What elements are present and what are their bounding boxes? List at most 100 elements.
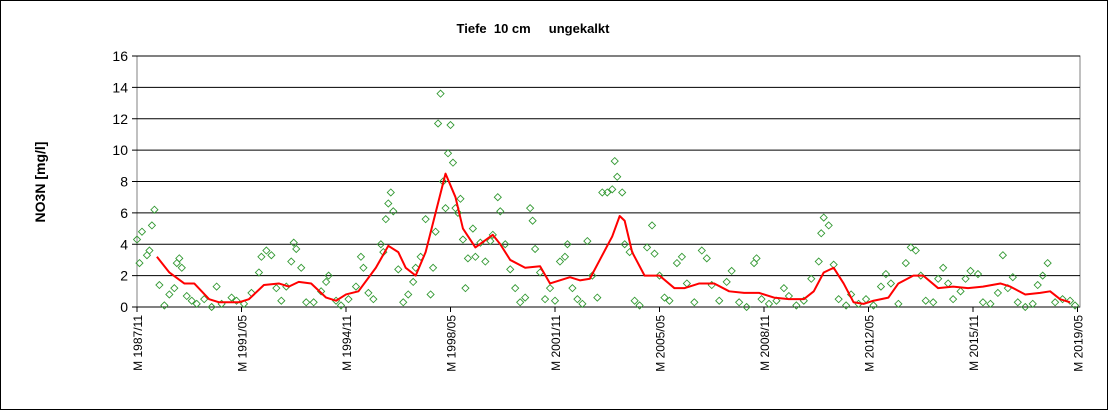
x-tick-label: M 1991/05 — [236, 315, 250, 372]
data-point — [772, 296, 781, 305]
data-point — [764, 299, 774, 308]
data-point — [506, 265, 515, 274]
data-point — [973, 269, 983, 279]
data-point — [232, 296, 241, 305]
data-point — [660, 293, 669, 302]
data-point — [881, 269, 891, 279]
y-tick-label: 10 — [112, 142, 128, 158]
data-point — [540, 295, 550, 304]
data-point — [416, 252, 425, 261]
data-point — [200, 295, 209, 304]
data-point — [446, 120, 455, 130]
data-point — [381, 215, 390, 224]
data-point — [665, 296, 674, 305]
data-point — [309, 298, 318, 307]
data-point — [583, 236, 592, 246]
data-point — [351, 282, 361, 291]
trend-line — [156, 172, 1071, 305]
data-point — [613, 172, 622, 181]
data-point — [177, 263, 186, 272]
chart-title: Tiefe 10 cm ungekalkt — [457, 21, 611, 36]
data-point — [486, 236, 495, 246]
y-axis-label: NO3N [mg/l] — [32, 142, 48, 223]
data-point — [690, 298, 699, 307]
data-point — [433, 119, 443, 128]
data-point — [458, 235, 468, 244]
data-point — [182, 291, 191, 301]
data-point — [431, 227, 440, 236]
data-point — [239, 299, 249, 308]
x-tick-label: M 2001/11 — [549, 315, 563, 371]
data-point — [655, 271, 664, 280]
y-tick-label: 12 — [112, 111, 128, 127]
data-point — [588, 271, 597, 280]
data-point — [389, 207, 398, 216]
data-point — [521, 293, 530, 302]
data-point — [321, 277, 331, 287]
data-point — [876, 282, 886, 291]
data-point — [404, 290, 413, 299]
data-point — [911, 246, 920, 255]
data-point — [511, 284, 520, 293]
data-point — [939, 263, 948, 272]
data-point — [262, 246, 271, 255]
data-point — [1033, 280, 1042, 290]
data-point — [819, 213, 828, 222]
data-point — [792, 301, 801, 310]
data-point — [364, 288, 373, 298]
data-point — [344, 295, 353, 304]
data-point — [376, 240, 385, 249]
data-point — [302, 298, 311, 307]
x-tick-label: M 2008/11 — [758, 315, 772, 371]
x-tick-label: M 1987/11 — [131, 315, 145, 371]
data-point — [356, 252, 366, 261]
data-point — [463, 254, 473, 263]
data-point — [824, 221, 833, 230]
data-point — [779, 284, 789, 293]
data-point — [409, 277, 418, 287]
data-point — [493, 193, 502, 202]
data-point — [578, 299, 587, 308]
data-point — [324, 271, 333, 280]
data-point — [603, 188, 612, 197]
data-point — [1021, 302, 1030, 312]
data-point — [441, 204, 450, 213]
data-point — [150, 205, 159, 214]
y-tick-label: 8 — [120, 174, 128, 190]
data-point — [757, 295, 766, 304]
data-point — [155, 280, 164, 290]
data-point — [734, 298, 744, 307]
x-tick-label: M 1994/11 — [340, 315, 354, 371]
data-point — [834, 295, 843, 304]
data-point — [568, 284, 577, 293]
data-point — [814, 257, 823, 266]
data-point — [187, 296, 196, 305]
data-point — [428, 263, 438, 272]
x-tick-label: M 2015/11 — [967, 315, 981, 371]
data-point — [369, 295, 378, 304]
data-point — [921, 296, 930, 305]
data-point — [165, 290, 174, 299]
data-point — [1008, 273, 1017, 282]
data-point — [267, 251, 276, 260]
data-point — [147, 221, 157, 230]
data-point — [620, 240, 629, 249]
y-tick-label: 4 — [120, 236, 128, 252]
data-point — [916, 271, 925, 280]
data-point — [1043, 258, 1052, 268]
data-point — [501, 240, 510, 249]
data-point — [978, 298, 988, 307]
y-tick-label: 16 — [112, 48, 128, 64]
data-point — [956, 287, 965, 296]
y-tick-label: 2 — [120, 268, 128, 284]
data-point — [630, 296, 639, 305]
data-point — [297, 263, 306, 272]
data-point — [277, 296, 286, 305]
data-point — [212, 282, 221, 291]
data-point — [934, 274, 943, 283]
data-point — [399, 298, 408, 307]
data-point — [461, 284, 470, 293]
data-point — [456, 194, 465, 203]
data-point — [672, 258, 682, 268]
